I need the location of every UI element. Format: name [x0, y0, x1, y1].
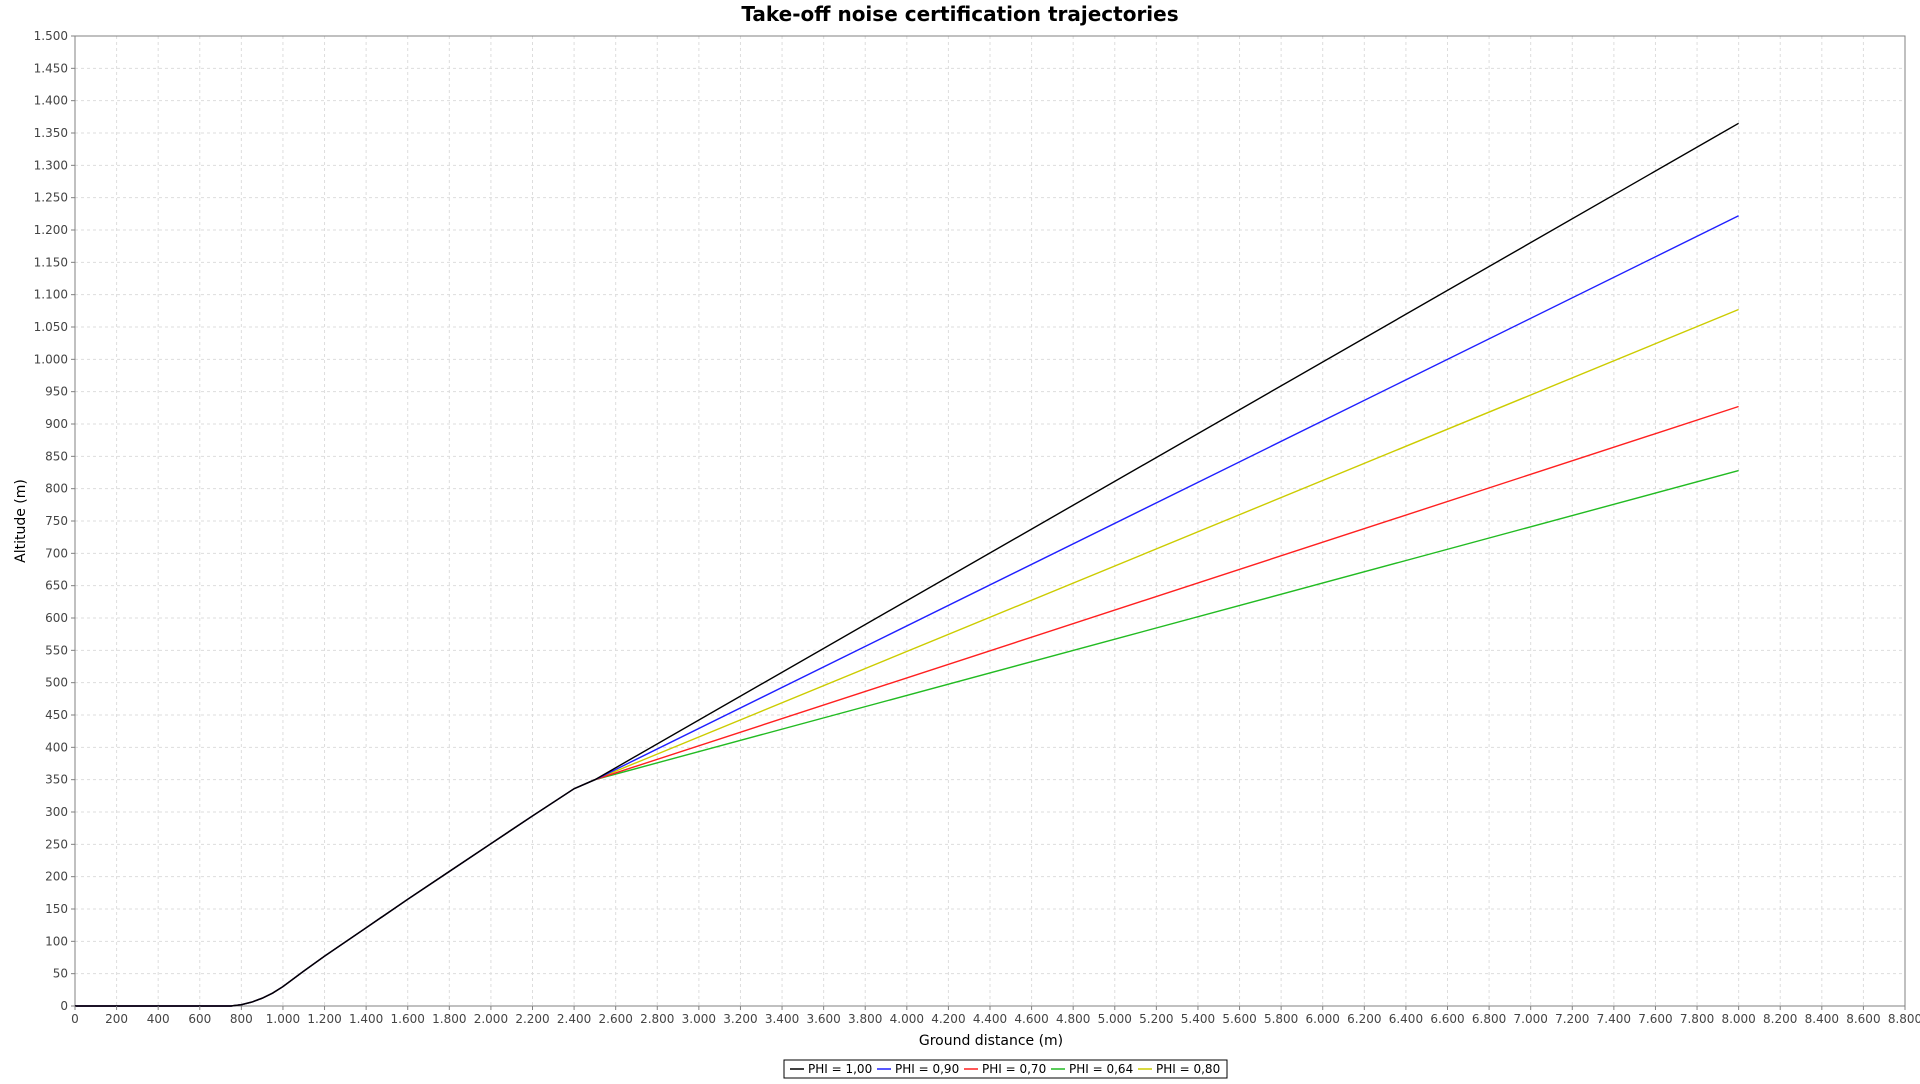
y-tick-label: 800	[45, 482, 68, 496]
y-tick-label: 700	[45, 546, 68, 560]
y-tick-label: 1.400	[34, 94, 68, 108]
x-tick-label: 3.800	[848, 1012, 882, 1026]
x-tick-label: 4.200	[931, 1012, 965, 1026]
series-line	[75, 405, 1739, 1007]
x-tick-label: 1.400	[349, 1012, 383, 1026]
x-tick-label: 4.600	[1014, 1012, 1048, 1026]
y-tick-label: 300	[45, 805, 68, 819]
x-tick-label: 3.600	[806, 1012, 840, 1026]
x-tick-label: 1.200	[307, 1012, 341, 1026]
y-tick-label: 400	[45, 740, 68, 754]
x-tick-label: 4.000	[890, 1012, 924, 1026]
legend-item-label: PHI = 0,80	[1156, 1062, 1220, 1076]
legend-item-label: PHI = 0,90	[895, 1062, 959, 1076]
x-tick-label: 1.800	[432, 1012, 466, 1026]
x-tick-label: 7.200	[1555, 1012, 1589, 1026]
chart-title: Take-off noise certification trajectorie…	[741, 2, 1178, 26]
x-tick-label: 8.800	[1888, 1012, 1920, 1026]
y-tick-label: 1.050	[34, 320, 68, 334]
y-axis-label: Altitude (m)	[13, 479, 29, 563]
legend-box	[783, 1059, 1228, 1079]
legend-item-label: PHI = 0,64	[1069, 1062, 1133, 1076]
series-line	[75, 122, 1739, 1007]
y-tick-label: 450	[45, 708, 68, 722]
legend: PHI = 1,00 PHI = 0,90 PHI = 0,70 PHI = 0,64…	[783, 1059, 1228, 1079]
y-tick-label: 350	[45, 773, 68, 787]
x-tick-label: 0	[71, 1012, 79, 1026]
y-tick-label: 1.000	[34, 352, 68, 366]
y-tick-label: 900	[45, 417, 68, 431]
y-tick-label: 600	[45, 611, 68, 625]
legend-item-label: PHI = 0,70	[982, 1062, 1046, 1076]
x-tick-label: 6.800	[1472, 1012, 1506, 1026]
y-tick-label: 1.500	[34, 29, 68, 43]
y-tick-label: 750	[45, 514, 68, 528]
y-tick-label: 1.100	[34, 288, 68, 302]
y-axis-ticks: 0 50 100 150 200 250 300 350 400 450 500 550 600 650 7…	[34, 29, 75, 1013]
y-tick-label: 1.300	[34, 158, 68, 172]
x-tick-label: 5.600	[1222, 1012, 1256, 1026]
y-tick-label: 1.250	[34, 191, 68, 205]
x-tick-label: 800	[230, 1012, 253, 1026]
x-tick-label: 400	[147, 1012, 170, 1026]
x-tick-label: 6.200	[1347, 1012, 1381, 1026]
x-axis-ticks: 0 200 400 600 800 1.000 1.200 1.400 1.600 1.800 2.…	[71, 1006, 1920, 1026]
x-tick-label: 4.400	[973, 1012, 1007, 1026]
x-tick-label: 200	[105, 1012, 128, 1026]
x-axis-label: Ground distance (m)	[919, 1033, 1063, 1049]
y-tick-label: 550	[45, 643, 68, 657]
grid	[75, 35, 1906, 1006]
y-tick-label: 1.200	[34, 223, 68, 237]
x-tick-label: 1.000	[266, 1012, 300, 1026]
legend-item-label: PHI = 1,00	[808, 1062, 872, 1076]
y-tick-label: 50	[53, 967, 68, 981]
y-tick-label: 0	[60, 999, 68, 1013]
x-tick-label: 7.600	[1638, 1012, 1672, 1026]
y-tick-label: 1.350	[34, 126, 68, 140]
x-tick-label: 2.400	[557, 1012, 591, 1026]
y-tick-label: 150	[45, 902, 68, 916]
y-tick-label: 1.150	[34, 255, 68, 269]
y-tick-label: 250	[45, 837, 68, 851]
y-tick-label: 950	[45, 385, 68, 399]
series-line	[75, 215, 1739, 1007]
y-tick-label: 650	[45, 579, 68, 593]
x-tick-label: 2.600	[599, 1012, 633, 1026]
x-tick-label: 2.200	[515, 1012, 549, 1026]
x-tick-label: 2.800	[640, 1012, 674, 1026]
x-tick-label: 1.600	[391, 1012, 425, 1026]
y-tick-label: 850	[45, 449, 68, 463]
x-tick-label: 6.400	[1389, 1012, 1423, 1026]
x-tick-label: 8.400	[1805, 1012, 1839, 1026]
x-tick-label: 5.800	[1264, 1012, 1298, 1026]
x-tick-label: 8.200	[1763, 1012, 1797, 1026]
x-tick-label: 8.000	[1721, 1012, 1755, 1026]
x-tick-label: 2.000	[474, 1012, 508, 1026]
x-tick-label: 7.800	[1680, 1012, 1714, 1026]
x-tick-label: 6.000	[1306, 1012, 1340, 1026]
x-tick-label: 6.600	[1430, 1012, 1464, 1026]
x-tick-label: 8.600	[1846, 1012, 1880, 1026]
x-tick-label: 7.400	[1597, 1012, 1631, 1026]
x-tick-label: 3.400	[765, 1012, 799, 1026]
x-tick-label: 5.200	[1139, 1012, 1173, 1026]
x-tick-label: 3.200	[723, 1012, 757, 1026]
y-tick-label: 200	[45, 870, 68, 884]
x-tick-label: 3.000	[682, 1012, 716, 1026]
series-lines	[75, 122, 1739, 1007]
x-tick-label: 5.000	[1098, 1012, 1132, 1026]
y-tick-label: 1.450	[34, 61, 68, 75]
x-tick-label: 4.800	[1056, 1012, 1090, 1026]
x-tick-label: 5.400	[1181, 1012, 1215, 1026]
x-tick-label: 600	[188, 1012, 211, 1026]
x-tick-label: 7.000	[1514, 1012, 1548, 1026]
y-tick-label: 500	[45, 676, 68, 690]
y-tick-label: 100	[45, 934, 68, 948]
